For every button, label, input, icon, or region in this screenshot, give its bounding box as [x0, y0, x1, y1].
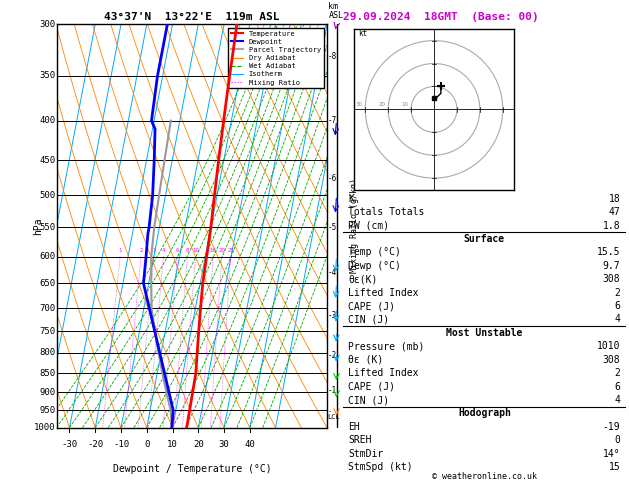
- Text: 10: 10: [167, 440, 178, 449]
- Text: -5: -5: [328, 223, 337, 232]
- Text: 10: 10: [402, 102, 409, 107]
- Text: 850: 850: [39, 369, 55, 378]
- Text: SREH: SREH: [348, 435, 372, 445]
- Text: PW (cm): PW (cm): [348, 221, 389, 230]
- Text: Totals Totals: Totals Totals: [348, 207, 425, 217]
- Text: -8: -8: [328, 52, 337, 61]
- Text: 15.5: 15.5: [597, 247, 620, 258]
- Text: 29.09.2024  18GMT  (Base: 00): 29.09.2024 18GMT (Base: 00): [343, 12, 538, 22]
- Text: 550: 550: [39, 223, 55, 232]
- Text: 15: 15: [608, 462, 620, 472]
- Text: 1.8: 1.8: [603, 221, 620, 230]
- Text: 25: 25: [227, 248, 234, 253]
- Text: 6: 6: [615, 382, 620, 392]
- Text: -20: -20: [87, 440, 103, 449]
- Text: 0: 0: [615, 435, 620, 445]
- Text: Most Unstable: Most Unstable: [446, 328, 523, 338]
- Text: 9.7: 9.7: [603, 261, 620, 271]
- Text: Dewp (°C): Dewp (°C): [348, 261, 401, 271]
- Text: Lifted Index: Lifted Index: [348, 368, 419, 378]
- Text: 308: 308: [603, 355, 620, 365]
- Text: 650: 650: [39, 279, 55, 288]
- Text: Lifted Index: Lifted Index: [348, 288, 419, 297]
- Text: -6: -6: [328, 174, 337, 183]
- Text: 300: 300: [39, 20, 55, 29]
- Text: Surface: Surface: [464, 234, 505, 244]
- Text: 600: 600: [39, 252, 55, 261]
- Text: CAPE (J): CAPE (J): [348, 301, 396, 311]
- Text: K: K: [348, 194, 354, 204]
- Text: 2: 2: [615, 288, 620, 297]
- Text: StmSpd (kt): StmSpd (kt): [348, 462, 413, 472]
- Text: 30: 30: [356, 102, 363, 107]
- Text: 1010: 1010: [597, 341, 620, 351]
- Text: Pressure (mb): Pressure (mb): [348, 341, 425, 351]
- Text: 3: 3: [152, 248, 156, 253]
- Text: 950: 950: [39, 406, 55, 415]
- Title: 43°37'N  13°22'E  119m ASL: 43°37'N 13°22'E 119m ASL: [104, 12, 280, 22]
- Text: 20: 20: [379, 102, 386, 107]
- Text: Temp (°C): Temp (°C): [348, 247, 401, 258]
- Text: 1: 1: [118, 248, 122, 253]
- Text: 750: 750: [39, 327, 55, 336]
- Text: 6: 6: [175, 248, 179, 253]
- Text: 30: 30: [219, 440, 230, 449]
- Text: 18: 18: [608, 194, 620, 204]
- Text: 20: 20: [218, 248, 225, 253]
- Text: 40: 40: [245, 440, 255, 449]
- Text: 16: 16: [209, 248, 217, 253]
- Text: Mixing Ratio (g/kg): Mixing Ratio (g/kg): [350, 178, 359, 274]
- Text: StmDir: StmDir: [348, 449, 384, 459]
- Text: 400: 400: [39, 116, 55, 125]
- Text: 800: 800: [39, 348, 55, 357]
- Text: 4: 4: [615, 314, 620, 325]
- Text: EH: EH: [348, 422, 360, 432]
- Text: 4: 4: [162, 248, 165, 253]
- Text: -3: -3: [328, 311, 337, 320]
- Text: © weatheronline.co.uk: © weatheronline.co.uk: [432, 472, 537, 481]
- Text: 2: 2: [139, 248, 143, 253]
- Text: 700: 700: [39, 304, 55, 312]
- Text: 14°: 14°: [603, 449, 620, 459]
- Text: kt: kt: [359, 29, 368, 38]
- Text: -
LCL: - LCL: [328, 409, 340, 419]
- Text: -4: -4: [328, 268, 337, 278]
- Text: Hodograph: Hodograph: [458, 408, 511, 418]
- Text: 8: 8: [186, 248, 189, 253]
- Text: -1: -1: [328, 386, 337, 395]
- Text: 2: 2: [615, 368, 620, 378]
- Text: 4: 4: [615, 395, 620, 405]
- Text: CIN (J): CIN (J): [348, 395, 389, 405]
- Text: 308: 308: [603, 274, 620, 284]
- Text: 900: 900: [39, 388, 55, 397]
- Text: 500: 500: [39, 191, 55, 200]
- Text: 6: 6: [615, 301, 620, 311]
- Text: 0: 0: [144, 440, 150, 449]
- Text: hPa: hPa: [33, 217, 43, 235]
- Text: -2: -2: [328, 350, 337, 360]
- Text: CAPE (J): CAPE (J): [348, 382, 396, 392]
- Text: -10: -10: [113, 440, 129, 449]
- Text: 450: 450: [39, 156, 55, 165]
- Text: θε (K): θε (K): [348, 355, 384, 365]
- Text: 1000: 1000: [34, 423, 55, 432]
- Text: 10: 10: [192, 248, 199, 253]
- Text: θε(K): θε(K): [348, 274, 378, 284]
- Text: -30: -30: [62, 440, 77, 449]
- Text: Dewpoint / Temperature (°C): Dewpoint / Temperature (°C): [113, 464, 271, 474]
- Text: 350: 350: [39, 71, 55, 81]
- Text: CIN (J): CIN (J): [348, 314, 389, 325]
- Text: 20: 20: [193, 440, 204, 449]
- Text: -7: -7: [328, 116, 337, 125]
- Text: -19: -19: [603, 422, 620, 432]
- Text: km
ASL: km ASL: [328, 2, 343, 20]
- Legend: Temperature, Dewpoint, Parcel Trajectory, Dry Adiabat, Wet Adiabat, Isotherm, Mi: Temperature, Dewpoint, Parcel Trajectory…: [228, 28, 323, 88]
- Text: 47: 47: [608, 207, 620, 217]
